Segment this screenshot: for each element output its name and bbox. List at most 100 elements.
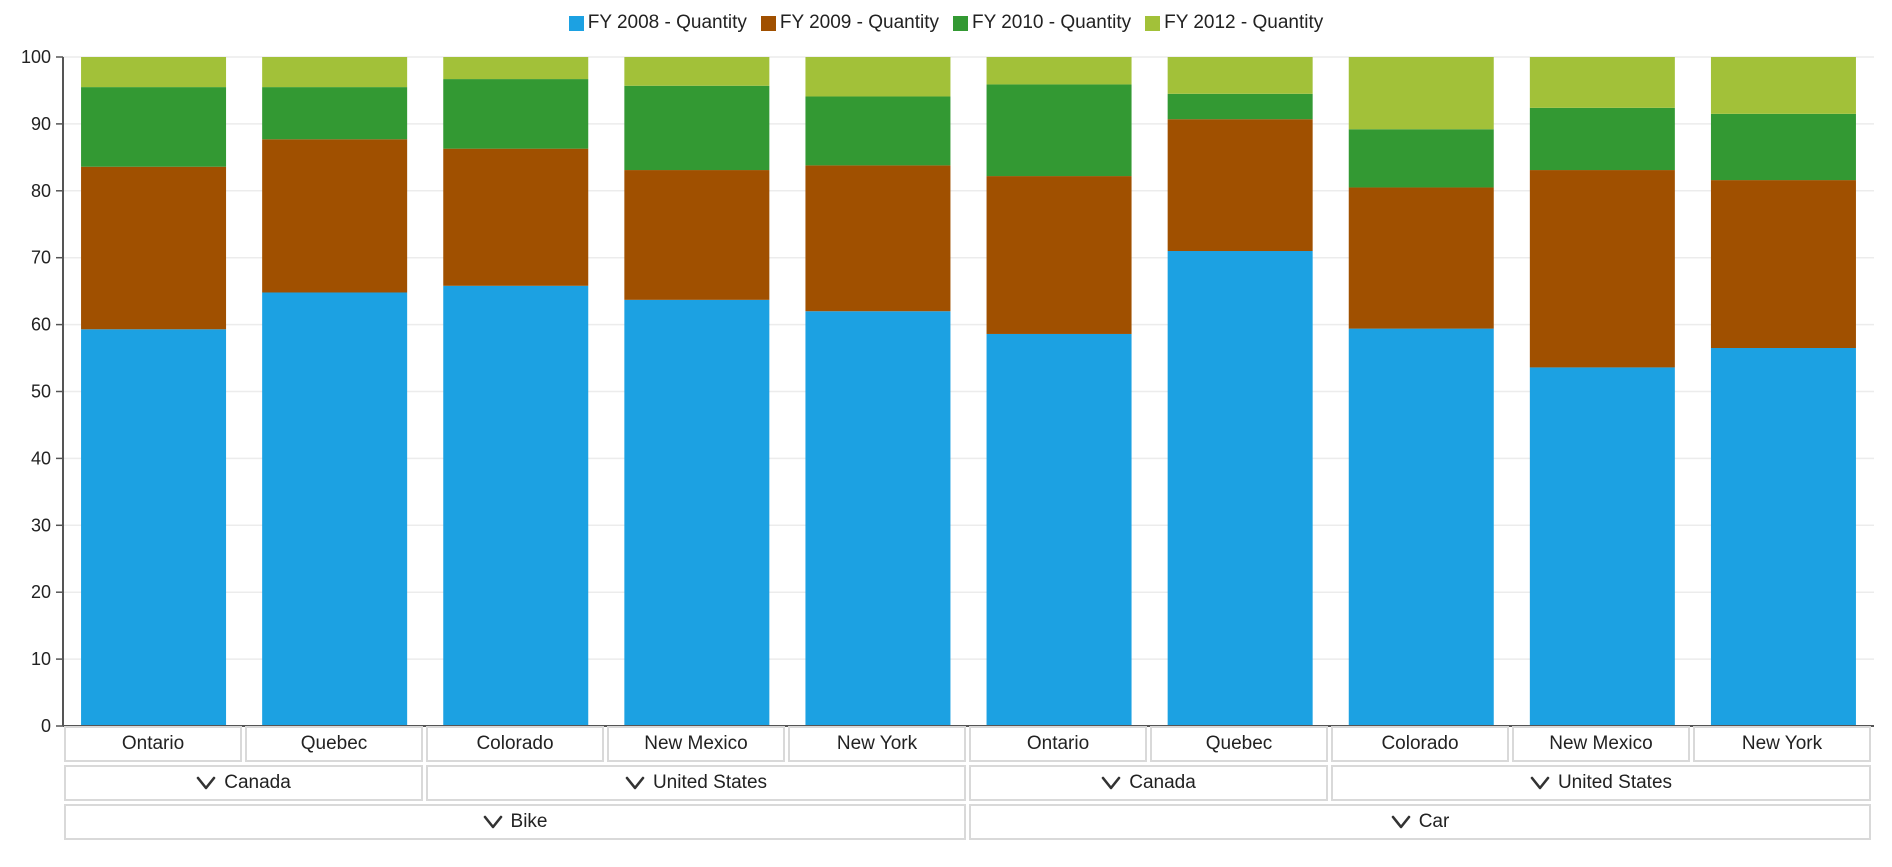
bar-segment [443, 57, 589, 80]
state-axis-label: New York [1693, 726, 1871, 762]
state-axis-label: Ontario [64, 726, 242, 762]
y-tick-label: 70 [31, 248, 51, 268]
bar-segment [624, 170, 770, 300]
state-axis-label: Colorado [426, 726, 604, 762]
state-axis-label-label: Colorado [1381, 733, 1459, 754]
y-tick-label: 40 [31, 448, 51, 468]
product-group-header-label: Car [1418, 811, 1450, 832]
product-group-header[interactable]: Bike [64, 804, 966, 840]
bar-segment [986, 57, 1132, 85]
legend-swatch [568, 15, 584, 31]
product-axis-row: Bike Car [64, 804, 1874, 840]
bar-segment [262, 139, 408, 293]
bar-segment [805, 165, 951, 312]
country-group-header-label: Canada [1129, 772, 1196, 793]
state-axis-label-label: Colorado [476, 733, 554, 754]
state-axis-label-label: Ontario [121, 733, 185, 754]
bar-segment [1348, 328, 1494, 726]
bar-segment [1710, 57, 1856, 114]
chevron-down-icon[interactable] [483, 814, 503, 830]
y-tick-label: 60 [31, 315, 51, 335]
chart-legend: FY 2008 - Quantity FY 2009 - Quantity FY 2… [0, 10, 1892, 36]
bar-segment [805, 96, 951, 166]
bar-segment [1167, 57, 1313, 94]
country-group-header[interactable]: United States [1331, 765, 1871, 801]
state-axis-label-label: New Mexico [644, 733, 748, 754]
chevron-down-icon[interactable] [196, 775, 216, 791]
bar-segment [986, 84, 1132, 177]
bar-segment [1529, 57, 1675, 108]
bar-segment [81, 87, 227, 167]
bar-segment [262, 292, 408, 726]
state-axis-label: Quebec [245, 726, 423, 762]
legend-label: FY 2012 - Quantity [1164, 12, 1324, 33]
country-group-header[interactable]: United States [426, 765, 966, 801]
bar-segment [443, 148, 589, 286]
country-group-header[interactable]: Canada [64, 765, 423, 801]
legend-item[interactable]: FY 2008 - Quantity [568, 12, 747, 34]
y-tick-label: 20 [31, 582, 51, 602]
bar-segment [1167, 119, 1313, 252]
y-tick-label: 100 [21, 47, 51, 67]
legend-swatch [760, 15, 776, 31]
country-axis-row: Canada United States Canada United States [64, 765, 1874, 801]
chevron-down-icon[interactable] [625, 775, 645, 791]
state-axis-label-label: Quebec [300, 733, 368, 754]
legend-item[interactable]: FY 2012 - Quantity [1145, 12, 1323, 34]
bar-segment [262, 87, 408, 140]
y-tick-label: 90 [31, 114, 51, 134]
country-group-header-label: United States [1557, 772, 1673, 793]
bar-segment [1348, 129, 1494, 188]
y-tick-label: 30 [31, 515, 51, 535]
y-tick-label: 10 [31, 649, 51, 669]
bar-segment [262, 57, 408, 88]
bar-segment [1710, 180, 1856, 349]
bar-segment [986, 176, 1132, 334]
bar-segment [1529, 170, 1675, 368]
bar-segment [1710, 113, 1856, 181]
bar-segment [81, 329, 227, 726]
country-group-header-label: United States [652, 772, 768, 793]
product-group-header[interactable]: Car [969, 804, 1871, 840]
state-axis-label: New Mexico [607, 726, 785, 762]
state-axis-label: Ontario [969, 726, 1147, 762]
state-axis-label-label: Ontario [1026, 733, 1090, 754]
legend-item[interactable]: FY 2010 - Quantity [953, 12, 1131, 34]
bar-segment [81, 57, 227, 88]
bar-segment [443, 79, 589, 149]
state-axis-label-label: New Mexico [1549, 733, 1653, 754]
chevron-down-icon[interactable] [1530, 775, 1550, 791]
bar-segment [1529, 367, 1675, 726]
bar-segment [1167, 93, 1313, 120]
chevron-down-icon[interactable] [1391, 814, 1411, 830]
bar-segment [1348, 57, 1494, 130]
legend-swatch [953, 15, 968, 31]
state-axis-label-label: New York [1741, 733, 1823, 754]
state-axis-label-label: Quebec [1205, 733, 1273, 754]
legend-label: FY 2008 - Quantity [587, 12, 747, 33]
bar-segment [81, 166, 227, 330]
bar-segment [624, 57, 770, 86]
bar-segment [624, 85, 770, 171]
state-axis-row: Ontario Quebec Colorado New Mexico New York O… [64, 726, 1874, 762]
chevron-down-icon[interactable] [1101, 775, 1121, 791]
y-tick-label: 80 [31, 181, 51, 201]
bar-segment [1167, 251, 1313, 726]
state-axis-label: New Mexico [1512, 726, 1690, 762]
legend-label: FY 2009 - Quantity [779, 12, 939, 33]
state-axis-label: New York [788, 726, 966, 762]
country-group-header-label: Canada [224, 772, 291, 793]
bar-segment [443, 285, 589, 726]
legend-label: FY 2010 - Quantity [972, 12, 1132, 33]
bar-segment [1529, 107, 1675, 171]
legend-swatch [1145, 15, 1161, 31]
state-axis-label: Quebec [1150, 726, 1328, 762]
bar-segment [1348, 187, 1494, 329]
product-group-header-label: Bike [510, 811, 548, 832]
y-tick-label: 0 [41, 716, 51, 736]
legend-item[interactable]: FY 2009 - Quantity [760, 12, 939, 34]
bar-segment [805, 57, 951, 97]
state-axis-label: Colorado [1331, 726, 1509, 762]
country-group-header[interactable]: Canada [969, 765, 1328, 801]
